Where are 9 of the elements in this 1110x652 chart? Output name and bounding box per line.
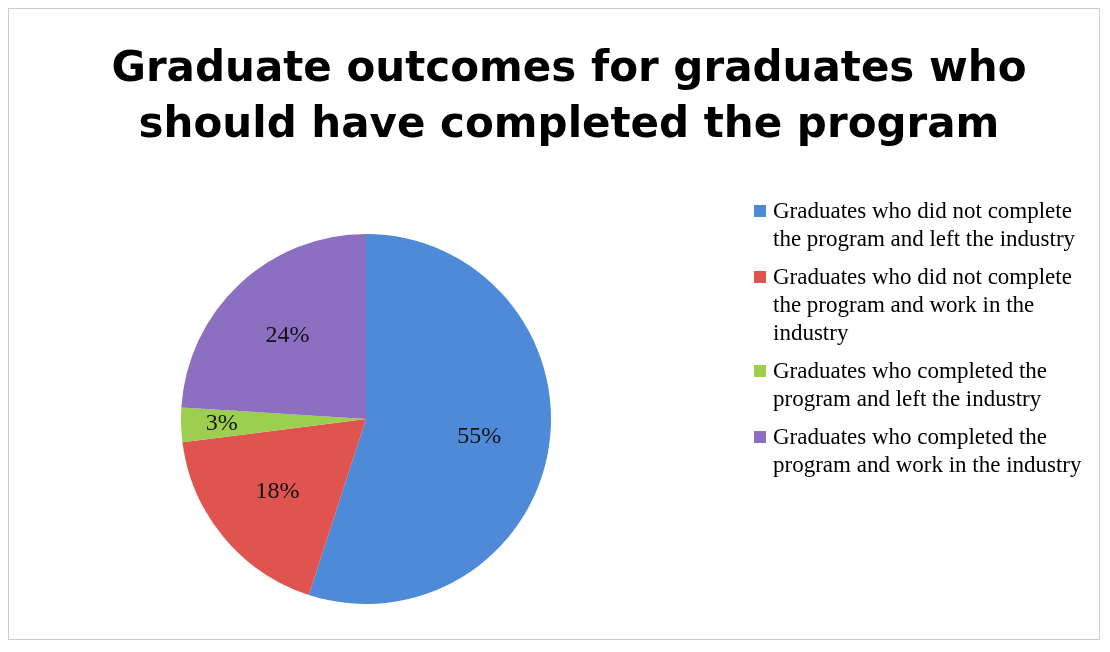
data-label: 3% — [205, 408, 238, 435]
legend-label: Graduates who did not complete the program and work in the industry — [773, 263, 1073, 347]
legend-label: Graduates who completed the program and left the industry — [773, 357, 1048, 413]
legend-label: Graduates who completed the program and work in the industry — [773, 423, 1083, 479]
chart-title: Graduate outcomes for graduates who should have completed the program — [110, 41, 1028, 149]
data-label: 18% — [255, 477, 300, 504]
data-label: 55% — [457, 422, 502, 449]
data-label: 24% — [265, 320, 310, 347]
legend-label: Graduates who did not complete the program and left the industry — [773, 197, 1077, 253]
